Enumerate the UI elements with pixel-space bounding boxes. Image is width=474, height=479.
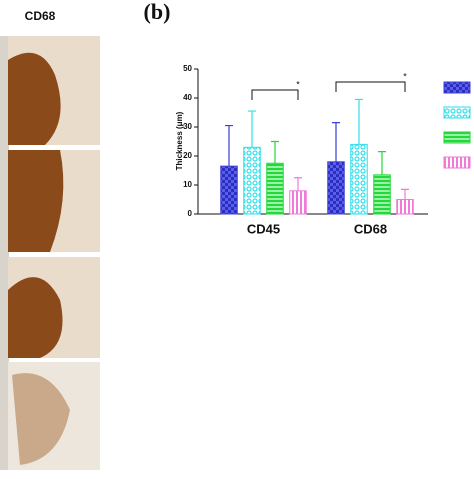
x-tick-label: CD45 <box>247 221 280 236</box>
significance-mark: * <box>296 79 300 89</box>
error-bar <box>378 151 386 175</box>
significance-bracket <box>251 89 299 100</box>
bar <box>243 146 261 215</box>
legend-swatch <box>443 156 471 169</box>
error-bar <box>248 110 256 148</box>
error-bar <box>271 140 279 164</box>
y-axis-title: Thickness (μm) <box>175 111 184 170</box>
tissue <box>8 150 64 252</box>
y-tick-label: 20 <box>183 151 192 160</box>
bar <box>373 174 391 215</box>
error-bar <box>294 177 302 191</box>
bar <box>266 162 284 215</box>
significance-mark: * <box>403 71 407 81</box>
panel-label: CD68 <box>25 9 56 23</box>
image-strip <box>0 36 9 470</box>
significance-bracket <box>335 81 406 92</box>
y-tick-label: 0 <box>188 209 193 218</box>
error-bar <box>355 98 363 145</box>
legend-swatch <box>443 106 471 119</box>
tissue <box>8 52 61 145</box>
error-bar <box>225 124 233 167</box>
bar <box>289 190 307 215</box>
bar <box>350 143 368 215</box>
legend-swatch <box>443 131 471 144</box>
y-tick-label: 50 <box>183 64 192 73</box>
bar <box>220 165 238 215</box>
tissue <box>8 277 63 358</box>
x-tick-label: CD68 <box>354 221 387 236</box>
legend-swatch <box>443 81 471 94</box>
bar <box>327 161 345 215</box>
y-tick-label: 30 <box>183 122 192 131</box>
y-tick-label: 40 <box>183 93 192 102</box>
bar <box>396 199 414 215</box>
panel-label: (b) <box>144 0 171 24</box>
y-tick-label: 10 <box>183 180 192 189</box>
tissue <box>12 373 70 465</box>
error-bar <box>401 188 409 200</box>
error-bar <box>332 122 340 162</box>
